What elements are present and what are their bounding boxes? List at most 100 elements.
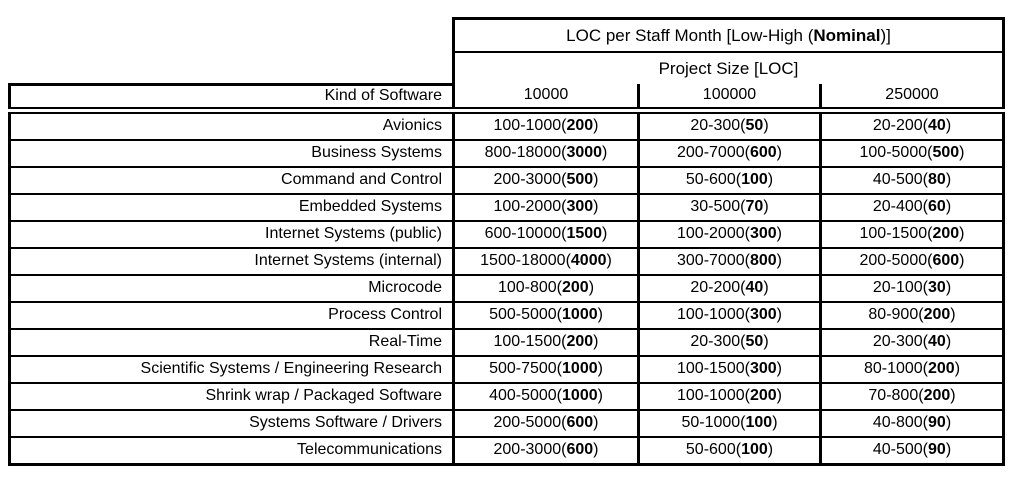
nominal-value: 600 [749,144,777,161]
row-label: Microcode [8,274,455,303]
loc-range-cell: 20-300(40) [819,328,1005,357]
table-row: Internet Systems (public) 600-10000(1500)… [8,220,1005,249]
table-row: Avionics 100-1000(200) 20-300(50) 20-200(40… [8,110,1005,141]
loc-range-cell: 100-1500(200) [452,328,639,357]
loc-range-cell: 20-200(40) [819,110,1005,141]
loc-range-cell: 20-300(50) [637,110,821,141]
nominal-value: 100 [741,171,768,188]
nominal-value: 500 [932,144,960,161]
loc-range-cell: 30-500(70) [637,193,821,222]
loc-range-cell: 400-5000(1000) [452,382,639,411]
loc-range-cell: 50-600(100) [637,436,821,466]
row-label: Internet Systems (public) [8,220,455,249]
row-label: Systems Software / Drivers [8,409,455,438]
loc-range-cell: 20-400(60) [819,193,1005,222]
row-label: Telecommunications [8,436,455,466]
row-label: Process Control [8,301,455,330]
loc-range-cell: 40-500(90) [819,436,1005,466]
table-row: Telecommunications 200-3000(600) 50-600(10… [8,436,1005,466]
nominal-value: 600 [566,414,594,431]
nominal-value: 600 [566,441,594,458]
loc-range-cell: 500-5000(1000) [452,301,639,330]
nominal-value: 90 [928,441,946,458]
nominal-value: 60 [928,198,946,215]
size-column-header-100000: 100000 [637,84,821,114]
table-row: Command and Control 200-3000(500) 50-600(1… [8,166,1005,195]
row-label: Scientific Systems / Engineering Researc… [8,355,455,384]
nominal-value: 50 [745,333,764,350]
nominal-value: 600 [932,252,960,269]
nominal-value: 200 [923,387,951,404]
nominal-value: 1000 [562,306,598,323]
nominal-value: 300 [749,225,777,242]
column-header-row: Kind of Software 10000 100000 250000 [8,82,1005,114]
nominal-value: 80 [928,171,946,188]
nominal-value: 70 [745,198,764,215]
loc-range-cell: 200-3000(600) [452,436,639,466]
loc-range-cell: 100-1000(200) [637,382,821,411]
table-title-prefix: LOC per Staff Month [Low-High ( [566,25,814,45]
nominal-value: 500 [566,171,594,188]
loc-range-cell: 500-7500(1000) [452,355,639,384]
table-row: Business Systems 800-18000(3000) 200-7000(… [8,139,1005,168]
nominal-value: 100 [741,441,768,458]
table-title: LOC per Staff Month [Low-High (Nominal)] [452,17,1005,53]
nominal-value: 40 [928,333,946,350]
loc-range-cell: 800-18000(3000) [452,139,639,168]
loc-range-cell: 200-7000(600) [637,139,821,168]
loc-range-cell: 20-100(30) [819,274,1005,303]
row-label: Business Systems [8,139,455,168]
nominal-value: 50 [745,117,764,134]
nominal-value: 100 [745,414,773,431]
nominal-value: 40 [928,117,946,134]
empty-corner [10,19,454,53]
row-label: Internet Systems (internal) [8,247,455,276]
loc-range-cell: 50-600(100) [637,166,821,195]
nominal-value: 300 [566,198,594,215]
row-label: Embedded Systems [8,193,455,222]
loc-range-cell: 100-1000(300) [637,301,821,330]
row-label: Shrink wrap / Packaged Software [8,382,455,411]
loc-range-cell: 200-5000(600) [452,409,639,438]
size-column-header-250000: 250000 [819,84,1005,114]
row-label: Avionics [8,110,455,141]
loc-range-cell: 40-800(90) [819,409,1005,438]
nominal-value: 200 [749,387,777,404]
kind-of-software-header: Kind of Software [8,82,455,114]
loc-range-cell: 100-1500(200) [819,220,1005,249]
nominal-value: 90 [928,414,946,431]
subtitle-row: Project Size [LOC] [10,52,1005,84]
loc-range-cell: 200-3000(500) [452,166,639,195]
loc-range-cell: 40-500(80) [819,166,1005,195]
nominal-value: 200 [923,306,951,323]
loc-range-cell: 20-300(50) [637,328,821,357]
nominal-value: 30 [928,279,946,296]
table-body: Avionics 100-1000(200) 20-300(50) 20-200(40… [8,110,1005,466]
nominal-value: 1000 [562,387,598,404]
project-size-header: Project Size [LOC] [452,52,1005,84]
loc-range-cell: 100-2000(300) [452,193,639,222]
loc-range-cell: 100-5000(500) [819,139,1005,168]
document-area: LOC per Staff Month [Low-High (Nominal)]… [8,17,1005,466]
loc-range-cell: 80-1000(200) [819,355,1005,384]
nominal-value: 800 [749,252,777,269]
loc-range-cell: 1500-18000(4000) [452,247,639,276]
nominal-value: 3000 [566,144,603,161]
table-row: Scientific Systems / Engineering Researc… [8,355,1005,384]
nominal-value: 200 [932,225,960,242]
loc-productivity-table: LOC per Staff Month [Low-High (Nominal)]… [8,17,1005,466]
nominal-value: 200 [566,117,594,134]
nominal-value: 200 [566,333,594,350]
loc-range-cell: 80-900(200) [819,301,1005,330]
nominal-value: 1500 [566,225,603,242]
table-row: Embedded Systems 100-2000(300) 30-500(70) 2… [8,193,1005,222]
loc-range-cell: 200-5000(600) [819,247,1005,276]
loc-range-cell: 70-800(200) [819,382,1005,411]
table-row: Systems Software / Drivers 200-5000(600) 5… [8,409,1005,438]
nominal-value: 4000 [570,252,607,269]
loc-range-cell: 100-1500(300) [637,355,821,384]
nominal-value: 200 [562,279,589,296]
table-row: Real-Time 100-1500(200) 20-300(50) 20-300(4… [8,328,1005,357]
title-row: LOC per Staff Month [Low-High (Nominal)] [10,17,1005,53]
nominal-value: 40 [745,279,764,296]
